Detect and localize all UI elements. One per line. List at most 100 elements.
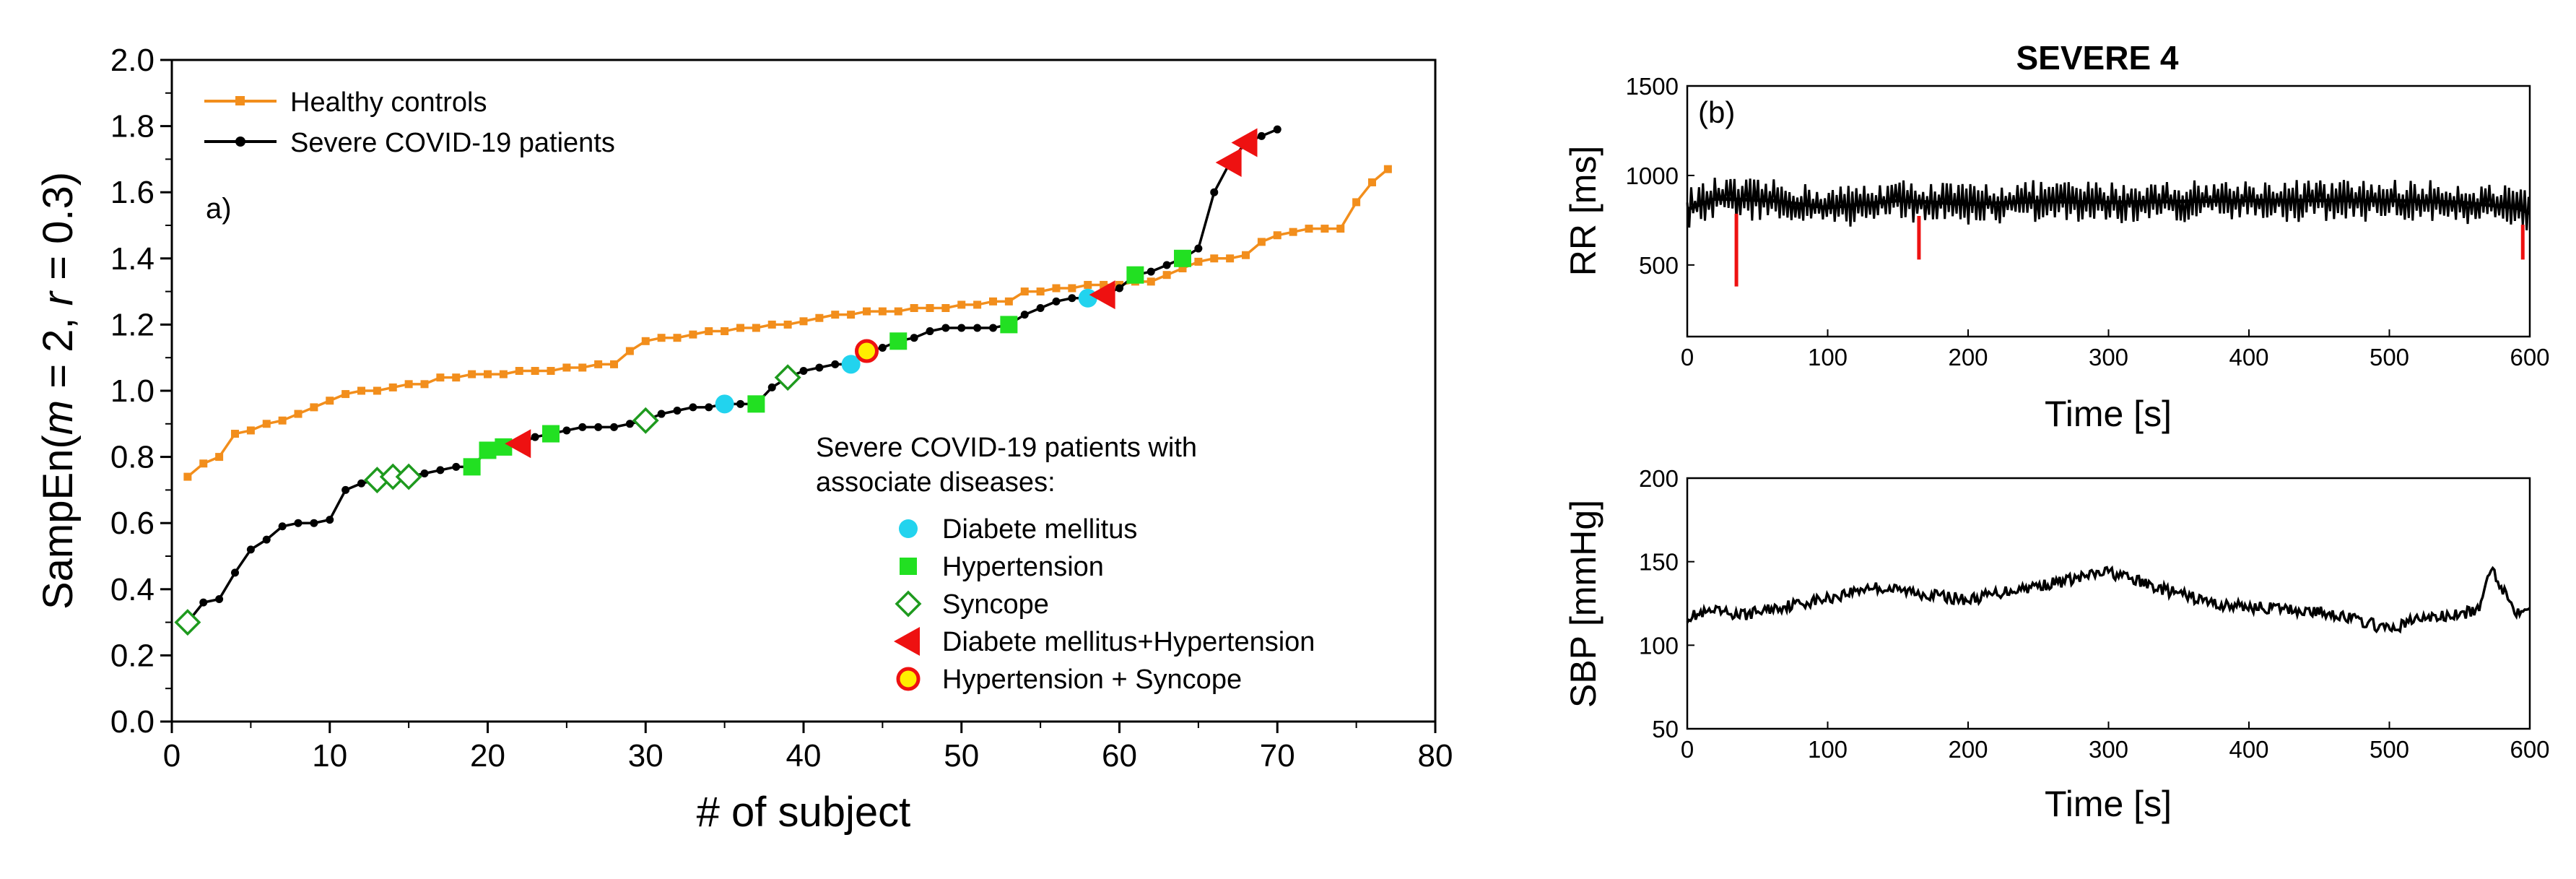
severe-point (878, 343, 887, 352)
severe-point (1068, 294, 1076, 303)
legend-diab_hyp-symbol (894, 627, 920, 656)
legend-syncope-symbol (895, 590, 922, 618)
legend-hyp_sync-symbol (896, 667, 921, 691)
severe-point (246, 545, 255, 554)
healthy-point (721, 327, 729, 336)
diabete-marker (841, 355, 861, 374)
y-tick-label: 0.0 (110, 704, 155, 740)
severe-point (294, 519, 303, 527)
severe-point (736, 399, 744, 408)
rr-x-tick-label: 300 (2089, 344, 2128, 371)
sbp-x-tick-label: 100 (1808, 736, 1848, 763)
rr-x-tick-label: 200 (1948, 344, 1988, 371)
healthy-point (989, 297, 997, 306)
healthy-point (278, 416, 287, 425)
panel-a-xlabel: # of subject (697, 789, 911, 836)
healthy-point (815, 313, 824, 322)
healthy-point (594, 360, 603, 368)
severe-point (973, 324, 982, 332)
healthy-point (878, 307, 887, 316)
healthy-point (294, 410, 303, 418)
severe-point (1257, 131, 1266, 140)
healthy-point (578, 363, 587, 372)
severe-point (436, 466, 445, 475)
healthy-point (1146, 277, 1155, 286)
severe-point (1036, 304, 1045, 312)
x-tick-label: 70 (1260, 738, 1295, 774)
healthy-point (657, 334, 666, 342)
diabete-marker (715, 394, 734, 414)
healthy-point (484, 370, 492, 378)
x-tick-label: 0 (163, 738, 180, 774)
healthy-point (1178, 264, 1187, 273)
healthy-point (894, 307, 902, 316)
healthy-point (547, 367, 555, 376)
healthy-point (752, 324, 760, 332)
rr-x-tick-label: 600 (2510, 344, 2549, 371)
panel-c-sbp-series (1686, 565, 2531, 634)
healthy-point (1004, 297, 1013, 306)
healthy-point (436, 373, 445, 382)
panel-a-disease-markers (174, 128, 1258, 636)
legend-severe-label: Severe COVID-19 patients (290, 128, 615, 158)
severe-point (278, 522, 287, 531)
y-tick-label: 1.4 (110, 241, 155, 277)
severe-point (1146, 267, 1155, 276)
legend-diabete-symbol (899, 519, 918, 538)
severe-point (689, 403, 697, 412)
healthy-point (941, 304, 950, 312)
healthy-point (705, 327, 713, 336)
y-tick-label: 0.2 (110, 638, 155, 673)
severe-point (1115, 284, 1123, 293)
y-tick-label: 1.2 (110, 307, 155, 342)
healthy-point (246, 426, 255, 435)
hyp_sync-marker (855, 339, 879, 363)
healthy-point (1383, 165, 1392, 173)
panel-b-label: (b) (1698, 95, 1735, 129)
legend-healthy-label: Healthy controls (290, 87, 487, 118)
healthy-point (373, 386, 381, 395)
healthy-point (531, 367, 539, 376)
healthy-point (847, 311, 856, 319)
syncope-marker (774, 364, 801, 391)
y-tick-label: 1.0 (110, 373, 155, 409)
rr-y-tick-label: 500 (1639, 252, 1679, 279)
panel-a-plot-frame (170, 59, 1437, 723)
healthy-point (215, 453, 224, 462)
healthy-point (1162, 271, 1171, 280)
healthy-point (310, 403, 318, 412)
panel-c-plot-frame (1686, 477, 2531, 730)
healthy-point (183, 472, 192, 481)
hypertension-marker (747, 395, 765, 413)
severe-point (578, 423, 587, 431)
healthy-point (452, 373, 461, 382)
severe-point (799, 367, 808, 376)
healthy-point (341, 390, 350, 399)
severe-point (610, 423, 618, 431)
sbp-x-tick-label: 0 (1681, 736, 1694, 763)
severe-point (1162, 261, 1171, 269)
healthy-point (231, 430, 239, 438)
severe-point (1210, 188, 1219, 196)
sbp-x-tick-label: 600 (2510, 736, 2549, 763)
rr-y-tick-label: 1000 (1626, 163, 1679, 189)
y-tick-label: 1.6 (110, 175, 155, 210)
healthy-point (357, 386, 365, 395)
healthy-point (199, 459, 208, 468)
diab_hyp-marker (1231, 128, 1258, 157)
severe-point (531, 433, 539, 441)
severe-point (420, 469, 429, 477)
severe-point (326, 516, 334, 524)
healthy-point (863, 307, 871, 316)
sbp-x-tick-label: 500 (2370, 736, 2409, 763)
healthy-point (957, 300, 966, 309)
severe-point (657, 410, 666, 418)
disease-legend-title-line2: associate diseases: (816, 467, 1056, 498)
hypertension-marker (542, 425, 560, 443)
healthy-point (1273, 231, 1282, 240)
y-tick-label: 1.8 (110, 109, 155, 144)
healthy-point (468, 370, 477, 378)
sbp-y-tick-label: 150 (1639, 549, 1679, 576)
healthy-point (388, 383, 397, 391)
